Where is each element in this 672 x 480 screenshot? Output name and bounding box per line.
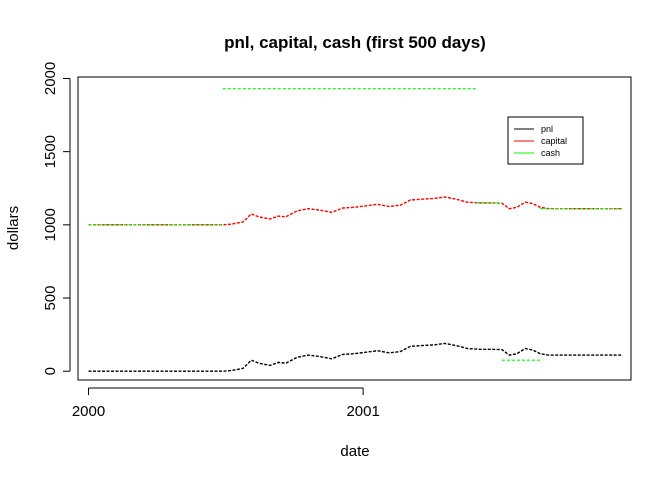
plot-series xyxy=(88,88,622,372)
legend-label-capital: capital xyxy=(541,136,567,146)
y-tick-label: 2000 xyxy=(42,62,59,95)
x-tick-label: 2001 xyxy=(346,403,379,420)
x-axis-label: date xyxy=(340,443,369,460)
legend: pnl capital cash xyxy=(507,116,584,165)
y-tick-label: 1000 xyxy=(42,208,59,241)
legend-label-pnl: pnl xyxy=(541,124,553,134)
y-tick-label: 0 xyxy=(42,367,59,375)
plot-frame xyxy=(77,76,632,381)
x-tick-label: 2000 xyxy=(72,403,105,420)
axes: 0 500 1000 1500 2000 2000 2001 xyxy=(42,62,380,420)
y-tick-label: 500 xyxy=(42,286,59,311)
y-tick-label: 1500 xyxy=(42,135,59,168)
series-capital-line xyxy=(88,196,622,226)
series-pnl-line xyxy=(88,342,622,372)
y-axis-label: dollars xyxy=(5,206,22,250)
legend-label-cash: cash xyxy=(541,148,560,158)
chart-title: pnl, capital, cash (first 500 days) xyxy=(224,33,486,52)
